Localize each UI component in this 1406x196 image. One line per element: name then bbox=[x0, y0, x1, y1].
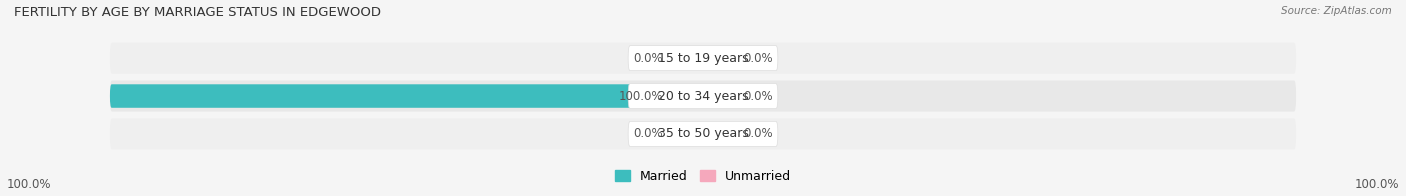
Text: 100.0%: 100.0% bbox=[1354, 178, 1399, 191]
Text: 20 to 34 years: 20 to 34 years bbox=[658, 90, 748, 103]
Text: 15 to 19 years: 15 to 19 years bbox=[658, 52, 748, 65]
Text: 0.0%: 0.0% bbox=[633, 52, 662, 65]
FancyBboxPatch shape bbox=[675, 122, 703, 146]
Legend: Married, Unmarried: Married, Unmarried bbox=[610, 165, 796, 188]
Text: FERTILITY BY AGE BY MARRIAGE STATUS IN EDGEWOOD: FERTILITY BY AGE BY MARRIAGE STATUS IN E… bbox=[14, 6, 381, 19]
Text: 100.0%: 100.0% bbox=[7, 178, 52, 191]
FancyBboxPatch shape bbox=[628, 83, 778, 109]
Text: 100.0%: 100.0% bbox=[619, 90, 662, 103]
FancyBboxPatch shape bbox=[110, 81, 1296, 112]
FancyBboxPatch shape bbox=[703, 46, 731, 70]
Text: 0.0%: 0.0% bbox=[744, 90, 773, 103]
Text: 0.0%: 0.0% bbox=[633, 127, 662, 140]
FancyBboxPatch shape bbox=[110, 43, 1296, 74]
Text: 0.0%: 0.0% bbox=[744, 52, 773, 65]
Text: 35 to 50 years: 35 to 50 years bbox=[658, 127, 748, 140]
FancyBboxPatch shape bbox=[675, 46, 703, 70]
FancyBboxPatch shape bbox=[703, 122, 731, 146]
FancyBboxPatch shape bbox=[628, 122, 778, 146]
Text: 0.0%: 0.0% bbox=[744, 127, 773, 140]
Text: Source: ZipAtlas.com: Source: ZipAtlas.com bbox=[1281, 6, 1392, 16]
FancyBboxPatch shape bbox=[110, 118, 1296, 150]
FancyBboxPatch shape bbox=[675, 84, 703, 108]
FancyBboxPatch shape bbox=[628, 46, 778, 71]
FancyBboxPatch shape bbox=[703, 84, 731, 108]
FancyBboxPatch shape bbox=[110, 84, 703, 108]
